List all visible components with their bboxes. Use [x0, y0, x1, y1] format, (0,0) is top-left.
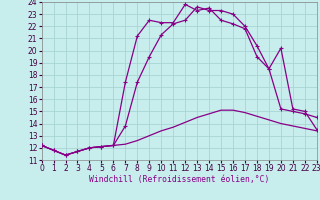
X-axis label: Windchill (Refroidissement éolien,°C): Windchill (Refroidissement éolien,°C): [89, 175, 269, 184]
